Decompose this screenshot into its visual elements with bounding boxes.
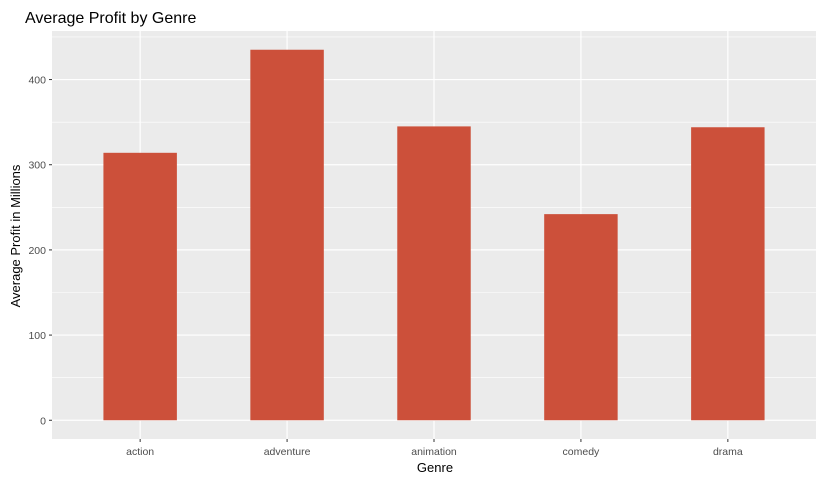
y-axis: 0 100 200 300 400 <box>28 75 52 427</box>
x-axis: action adventure animation comedy drama <box>126 439 743 458</box>
x-tick-label: drama <box>713 446 743 458</box>
bar-drama <box>691 127 765 421</box>
y-tick-label: 100 <box>28 330 46 342</box>
chart-title: Average Profit by Genre <box>25 10 196 27</box>
x-axis-title: Genre <box>417 460 453 475</box>
y-tick-label: 300 <box>28 160 46 172</box>
x-tick-label: adventure <box>264 446 311 458</box>
y-tick-label: 400 <box>28 75 46 87</box>
y-tick-label: 0 <box>40 415 46 427</box>
bar-animation <box>397 126 471 421</box>
x-tick-label: comedy <box>563 446 601 458</box>
x-tick-label: action <box>126 446 154 458</box>
y-axis-title: Average Profit in Millions <box>8 164 23 307</box>
bars-group <box>103 49 765 421</box>
y-tick-label: 200 <box>28 245 46 257</box>
bar-comedy <box>544 214 618 421</box>
bar-adventure <box>250 49 324 421</box>
bar-action <box>103 152 177 421</box>
x-tick-label: animation <box>411 446 457 458</box>
